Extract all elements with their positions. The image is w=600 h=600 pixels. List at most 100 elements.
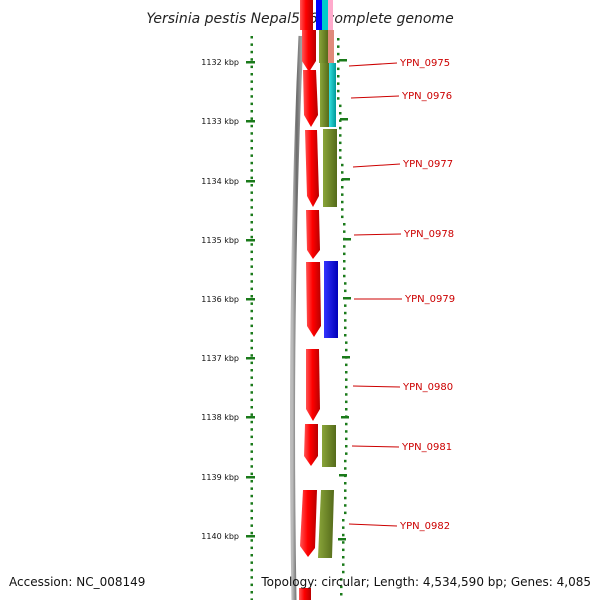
strand-dot [341,208,344,211]
strand-dot [343,252,346,256]
strand-dot [341,163,344,167]
ruler-dot [250,213,253,217]
strand-dot [342,533,345,537]
gene-leader-line [352,163,401,168]
gene-leader-line [353,233,402,236]
ruler-dot [250,583,253,587]
ruler-dot [250,250,253,254]
ruler-dot [250,124,253,128]
ruler-dot [250,324,253,328]
ruler-tick [246,416,255,419]
ruler-dot [250,413,253,416]
ruler-dot [250,487,253,490]
gene-0975-arrow [302,30,316,72]
kbp-ruler: 1132 kbp 1133 kbp 1134 kbp 1135 kbp 1136 kbp… [201,36,255,600]
ruler-dot [250,80,253,83]
ruler-dot [250,457,253,461]
ruler-tick [246,535,255,538]
ruler-dot [250,332,253,335]
strand-dot [341,186,344,189]
ruler-dot [250,443,253,446]
strand-dot [344,326,347,330]
ruler-dot [250,87,253,91]
gene-label: YPN_0977 [402,159,453,170]
gene-label: YPN_0981 [401,442,452,453]
gene-0977-arrow [305,130,319,207]
ruler-dot [250,272,253,276]
ruler-dot [250,43,253,46]
ruler-dot [250,110,253,113]
strand-dot [339,126,342,130]
ruler-dot [250,280,253,283]
feature-track [318,30,338,558]
ruler-dot [250,176,253,180]
ruler-dot [250,117,253,120]
strand-dot [345,378,348,381]
strand-dot [341,171,344,174]
strand-dot [339,149,342,152]
strand-dot [344,489,347,492]
ruler-dot [250,346,253,350]
feature-0975-olive [319,30,328,63]
strand-dot [345,341,348,344]
strand-tick-column [337,38,351,596]
strand-dot [343,274,346,278]
ruler-tick [246,476,255,479]
strand-dot [340,578,343,581]
ruler-dot [250,147,253,150]
strand-dot [339,119,342,122]
ruler-tick-label: 1135 kbp [201,236,239,245]
ruler-dot [250,554,253,557]
strand-tick [339,59,347,62]
strand-dot [344,482,347,485]
gene-0980-arrow [306,349,320,421]
feature-0976-cyan [329,63,336,127]
strand-dot [337,60,340,63]
ruler-dot [250,295,253,298]
ruler-dot [250,50,253,54]
strand-dot [343,260,346,263]
strand-dot [339,104,342,108]
gene-label: YPN_0979 [404,294,455,305]
strand-dot [344,311,347,315]
strand-dot [343,267,346,270]
genome-backbone [290,35,304,600]
cds-track-red [300,30,321,557]
feature-0977-olive [323,129,337,207]
ruler-dot [250,309,253,313]
ruler-dot [250,369,253,372]
gene-leader-line [348,523,398,527]
ruler-dot [250,568,253,572]
ruler-dot [250,546,253,550]
ruler-dot [250,65,253,69]
ruler-dot [250,435,253,439]
feature-0979-blue [324,261,338,338]
strand-dot [342,519,345,522]
ruler-dot [250,102,253,106]
strand-dot [345,437,348,441]
ruler-dot [250,517,253,520]
gene-leader-line [351,445,400,448]
strand-tick [340,118,348,121]
ruler-dot [250,191,253,194]
strand-dot [341,193,344,196]
strand-dot [342,541,345,544]
gene-label: YPN_0975 [399,58,450,69]
strand-dot [342,548,345,552]
strand-dot [337,52,340,56]
ruler-dot [250,428,253,431]
ruler-dot [250,494,253,498]
gene-leader-line [348,62,398,67]
strand-dot [345,408,348,411]
strand-dot [337,89,340,93]
strand-dot [345,452,348,455]
strand-dot [345,385,348,389]
gene-label: YPN_0976 [401,91,452,102]
ruler-dot [250,206,253,209]
strand-dot [343,245,346,248]
gene-0979-arrow [306,262,321,337]
ruler-tick [246,120,255,123]
strand-tick [342,178,350,181]
ruler-dot [250,161,253,165]
ruler-dot [250,502,253,505]
